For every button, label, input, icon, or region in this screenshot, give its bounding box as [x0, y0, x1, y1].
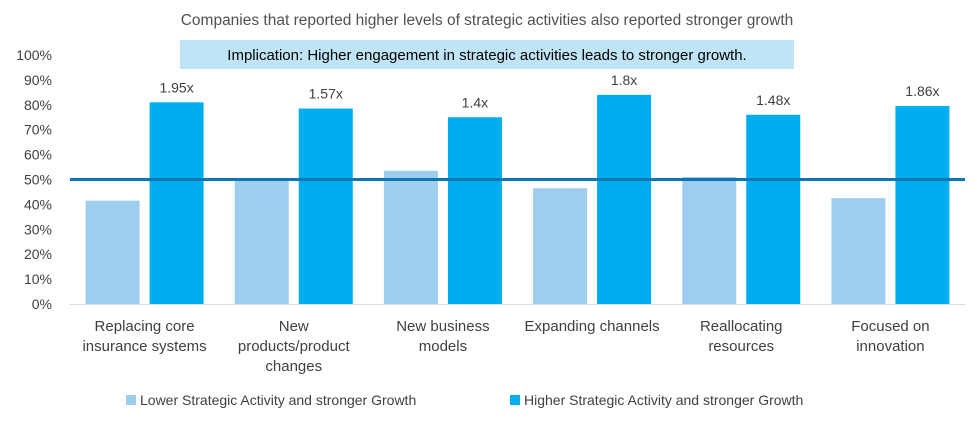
bars: 1.95x 1.57x 1.4x 1.8x 1.48x 1.86x	[70, 72, 965, 305]
implication-text: Implication: Higher engagement in strate…	[227, 47, 746, 64]
multiplier-label: 1.57x	[309, 86, 343, 102]
y-tick-label: 30%	[24, 221, 52, 237]
category-label: Reallocating	[700, 318, 783, 335]
category-label: Expanding channels	[525, 318, 660, 335]
bar-lower-activity	[234, 179, 289, 304]
y-tick-label: 10%	[24, 271, 52, 287]
y-tick-label: 100%	[16, 47, 52, 63]
bar-lower-activity	[682, 177, 737, 304]
bar-higher-activity	[298, 108, 353, 304]
y-tick-label: 80%	[24, 97, 52, 113]
category-label: Replacing core	[95, 318, 195, 335]
chart-title: Companies that reported higher levels of…	[181, 12, 794, 29]
category-label: New	[279, 318, 309, 335]
category-label: insurance systems	[82, 338, 206, 355]
multiplier-label: 1.48x	[756, 92, 790, 108]
bar-lower-activity	[85, 200, 140, 304]
category-label: Focused on	[851, 318, 929, 335]
multiplier-label: 1.86x	[905, 83, 939, 99]
y-tick-label: 50%	[24, 172, 52, 188]
y-tick-label: 70%	[24, 122, 52, 138]
y-tick-label: 0%	[32, 296, 52, 312]
y-tick-label: 40%	[24, 196, 52, 212]
implication-box	[180, 40, 794, 69]
bar-higher-activity	[597, 94, 652, 304]
multiplier-label: 1.8x	[611, 72, 637, 88]
category-label: products/product	[238, 338, 351, 355]
bar-lower-activity	[831, 198, 886, 304]
category-label: New business	[396, 318, 489, 335]
y-tick-label: 90%	[24, 72, 52, 88]
legend: Lower Strategic Activity and stronger Gr…	[126, 392, 803, 408]
y-tick-label: 60%	[24, 147, 52, 163]
bar-lower-activity	[533, 188, 588, 304]
x-axis: Replacing core insurance systems New produc…	[82, 318, 929, 375]
category-label: changes	[265, 358, 322, 375]
multiplier-label: 1.4x	[462, 94, 488, 110]
multiplier-label: 1.95x	[159, 79, 193, 95]
legend-swatch	[126, 395, 136, 405]
y-tick-label: 20%	[24, 246, 52, 262]
legend-label: Higher Strategic Activity and stronger G…	[524, 392, 803, 408]
legend-swatch	[510, 395, 520, 405]
legend-label: Lower Strategic Activity and stronger Gr…	[140, 392, 416, 408]
bar-higher-activity	[895, 106, 950, 304]
bar-higher-activity	[447, 117, 502, 304]
y-axis: 0% 10% 20% 30% 40% 50% 60% 70% 80% 90% 100%	[16, 47, 52, 312]
category-label: resources	[708, 338, 774, 355]
category-label: models	[419, 338, 467, 355]
category-label: innovation	[856, 338, 924, 355]
bar-higher-activity	[746, 114, 801, 304]
bar-higher-activity	[149, 102, 204, 304]
bar-lower-activity	[383, 170, 438, 304]
